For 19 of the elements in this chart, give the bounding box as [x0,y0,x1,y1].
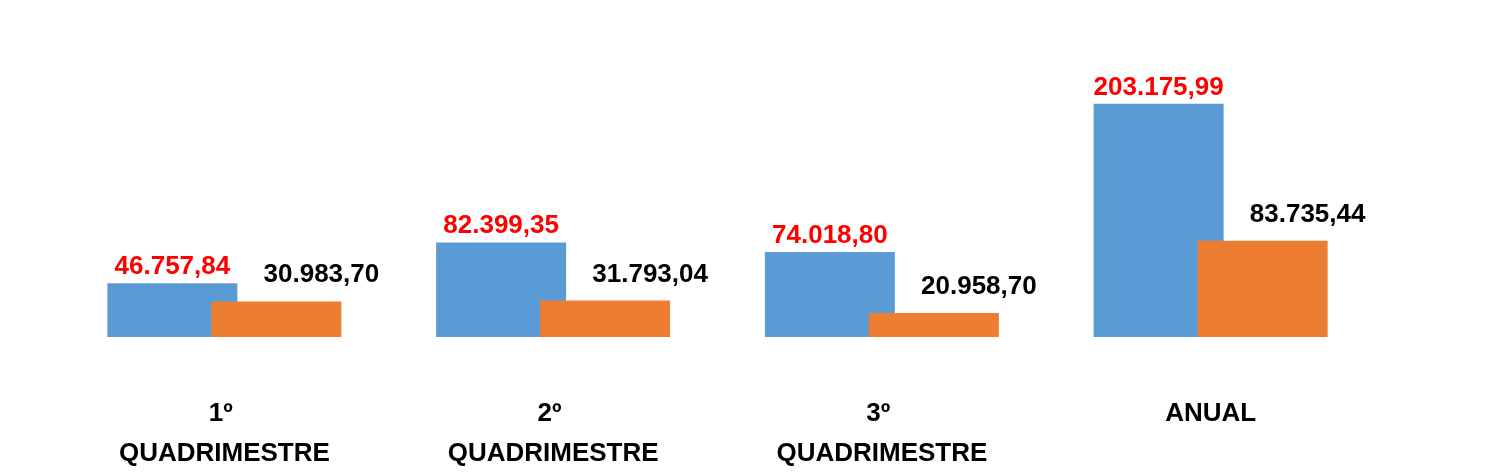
x-tick-label: 1º QUADRIMESTRE [118,397,330,467]
bar [211,301,342,337]
data-label: 31.793,04 [592,257,709,288]
data-label: 82.399,35 [443,209,559,240]
data-label: 203.175,99 [1093,70,1224,101]
x-tick-label: 3º QUADRIMESTRE [776,397,988,467]
bar [436,242,567,337]
data-label: 46.757,84 [114,250,231,281]
bar [868,312,999,337]
bar [1197,240,1328,337]
data-label: 20.958,70 [921,269,1037,300]
x-tick-label: 2º QUADRIMESTRE [447,397,659,467]
data-label: 74.018,80 [772,219,888,250]
bar [540,300,671,337]
x-tick-label: ANUAL [1165,397,1257,427]
bar [1093,103,1224,337]
bar [764,252,895,337]
data-label: 83.735,44 [1249,197,1366,228]
data-label: 30.983,70 [263,258,380,289]
